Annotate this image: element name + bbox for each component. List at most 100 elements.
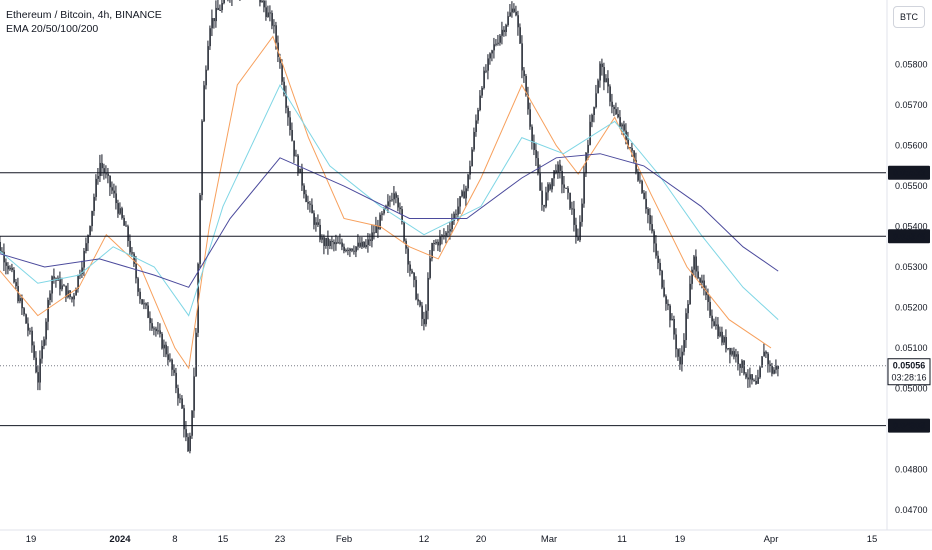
candle-body [15,282,17,287]
candle-body [349,248,351,251]
candle-body [165,344,167,355]
candle-body [627,139,629,148]
ema-line [0,153,779,288]
candle-body [427,277,429,311]
candle-body [269,12,271,14]
candle-body [191,410,193,436]
candle-body [13,270,15,283]
candle-body [609,86,611,102]
candle-body [47,300,49,322]
candle-body [327,237,329,246]
candle-body [383,208,385,214]
candle-body [459,196,461,207]
candle-body [323,237,325,247]
candle-body [557,164,559,173]
candle-body [753,380,755,382]
candle-body [0,241,1,252]
candle-body [597,80,599,94]
candle-body [585,152,587,174]
candle-body [145,303,147,306]
candle-body [535,149,537,159]
candle-body [503,29,505,32]
current-price-text: 0.05056 [893,361,926,371]
candle-body [391,199,393,201]
currency-button[interactable]: BTC [893,6,925,28]
candle-body [131,252,133,254]
candle-body [45,321,47,340]
candle-body [547,184,549,193]
candle-body [115,193,117,204]
candle-body [155,328,157,332]
price-tick-label: 0.05400 [895,222,928,232]
candle-body [475,120,477,132]
candle-body [719,331,721,337]
candle-body [775,365,777,370]
candle-body [649,214,651,225]
candle-body [75,289,77,296]
candle-body [699,278,701,283]
candle-body [209,28,211,47]
indicator-label: EMA 20/50/100/200 [6,23,99,35]
candle-body [721,331,723,343]
candle-body [19,298,21,302]
candle-body [51,276,53,294]
candle-body [41,345,43,359]
candle-body [303,185,305,195]
candle-body [5,262,7,266]
candle-body [395,193,397,198]
candle-body [481,87,483,96]
candle-body [317,222,319,225]
price-tick-label: 0.05200 [895,302,928,312]
candle-body [157,330,159,332]
candle-body [353,250,355,252]
candle-body [487,58,489,71]
candle-body [351,248,353,251]
time-tick-label: 11 [617,534,627,545]
candle-body [599,63,601,81]
candle-body [507,16,509,26]
candle-body [421,305,423,319]
candle-body [501,29,503,36]
candle-body [307,201,309,204]
candle-body [67,290,69,298]
candle-body [679,356,681,365]
candle-body [615,109,617,115]
candle-body [443,235,445,237]
candle-body [425,310,427,325]
candle-body [681,351,683,365]
candle-body [411,270,413,273]
candle-body [539,173,541,191]
candle-body [315,222,317,225]
candle-body [667,303,669,306]
candle-body [43,339,45,346]
candle-body [321,237,323,240]
candle-body [471,149,473,167]
candle-body [645,198,647,209]
candle-body [49,293,51,301]
countdown-text: 03:28:16 [891,373,926,383]
candle-body [213,18,215,22]
candle-body [673,319,675,335]
candle-body [313,213,315,225]
candle-body [771,365,773,374]
candle-body [359,242,361,247]
candle-body [429,258,431,278]
candle-body [509,12,511,17]
candle-body [99,162,101,176]
candle-body [613,106,615,110]
candle-body [125,225,127,227]
time-tick-label: 8 [172,534,177,545]
candle-body [755,380,757,384]
candle-body [623,124,625,131]
candle-body [285,94,287,108]
candle-body [445,232,447,236]
candle-body [299,168,301,174]
candle-body [617,114,619,118]
candle-body [683,340,685,352]
candle-body [1,251,3,253]
candle-body [319,224,321,240]
candle-body [173,369,175,373]
candle-body [189,435,191,452]
candle-series [0,0,779,454]
